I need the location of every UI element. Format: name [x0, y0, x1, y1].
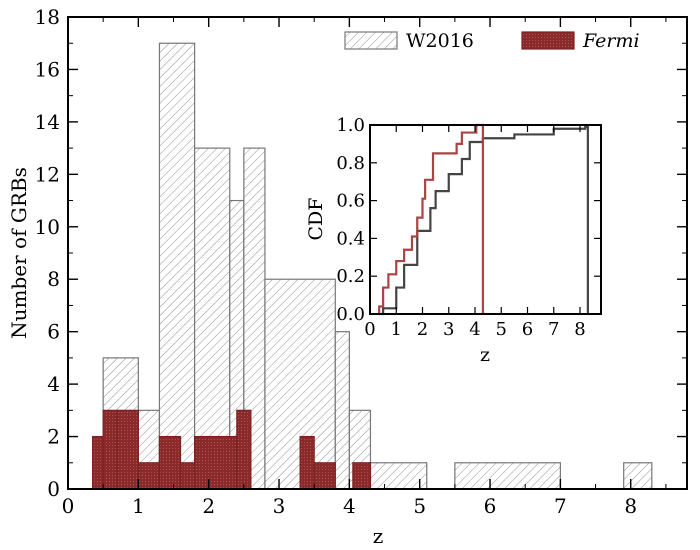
x-tick-label: 1 — [132, 494, 145, 518]
x-tick-label: 3 — [273, 494, 286, 518]
inset-x-tick-label: 5 — [496, 319, 507, 340]
inset-x-axis-label: z — [480, 344, 490, 366]
fermi-bar-3 — [137, 462, 161, 490]
legend: W2016 Fermi — [344, 30, 640, 52]
y-tick-label: 8 — [47, 267, 60, 291]
inset-y-tick-label: 0.2 — [336, 266, 365, 287]
inset-x-tick-label: 7 — [548, 319, 559, 340]
w2016-bar-11 — [623, 462, 653, 490]
w2016-bar-2 — [158, 42, 196, 490]
x-tick-label: 7 — [554, 494, 567, 518]
legend-swatch-fermi — [521, 31, 575, 50]
x-tick-label: 4 — [343, 494, 356, 518]
y-tick-label: 18 — [35, 5, 60, 29]
y-tick-label: 16 — [35, 57, 60, 81]
x-tick-label: 0 — [62, 494, 75, 518]
inset-y-tick-label: 0.4 — [336, 228, 365, 249]
y-tick-label: 0 — [47, 477, 60, 501]
inset-x-tick-label: 3 — [443, 319, 454, 340]
w2016-bar-3 — [194, 147, 231, 490]
fermi-bar-8 — [299, 435, 315, 490]
y-tick-label: 6 — [47, 320, 60, 344]
y-tick-label: 2 — [47, 425, 60, 449]
inset-y-axis-label: CDF — [305, 198, 327, 241]
inset-x-tick-label: 1 — [391, 319, 402, 340]
w2016-bar-7 — [334, 331, 350, 490]
legend-label-w2016: W2016 — [406, 30, 474, 52]
w2016-bar-9 — [369, 462, 428, 490]
inset-x-tick-label: 8 — [574, 319, 585, 340]
fermi-bar-9 — [313, 462, 336, 490]
w2016-cdf-line — [379, 125, 589, 316]
fermi-bar-4 — [158, 435, 182, 490]
x-tick-label: 5 — [413, 494, 426, 518]
inset-y-tick-label: 1.0 — [336, 115, 365, 136]
inset-x-tick-label: 0 — [364, 319, 375, 340]
inset-x-tick-label: 2 — [417, 319, 428, 340]
main-y-axis-label: Number of GRBs — [7, 167, 31, 339]
inset-y-tick-label: 0.6 — [336, 191, 365, 212]
inset-y-tick-label: 0.8 — [336, 153, 365, 174]
inset-cdf-plot — [378, 123, 589, 316]
legend-label-fermi: Fermi — [582, 30, 640, 52]
fermi-bar-1 — [102, 409, 118, 490]
inset-y-tick-label: 0.0 — [336, 304, 365, 325]
legend-swatch-w2016 — [344, 31, 398, 50]
inset-x-tick-label: 4 — [469, 319, 480, 340]
x-tick-label: 8 — [624, 494, 637, 518]
y-tick-label: 14 — [35, 110, 60, 134]
fermi-bar-0 — [92, 435, 104, 490]
main-x-axis-label: z — [373, 524, 384, 548]
w2016-bar-10 — [454, 462, 561, 490]
inset-x-tick-label: 6 — [522, 319, 533, 340]
y-tick-label: 10 — [35, 215, 60, 239]
inset-background — [370, 125, 601, 314]
x-tick-label: 2 — [202, 494, 215, 518]
fermi-cdf-line — [378, 123, 484, 314]
inset-y-axis: 0.0 0.2 0.4 0.6 0.8 1.0 — [336, 115, 601, 325]
x-tick-label: 6 — [484, 494, 497, 518]
inset-plot-frame — [369, 124, 602, 315]
fermi-bar-7 — [236, 409, 252, 490]
fermi-bar-10 — [352, 462, 372, 490]
y-tick-label: 12 — [35, 162, 60, 186]
fermi-bar-2 — [116, 409, 139, 490]
w2016-histogram — [102, 42, 653, 490]
fermi-bar-6 — [194, 435, 238, 490]
y-tick-label: 4 — [47, 372, 60, 396]
fermi-histogram — [92, 409, 372, 490]
fermi-bar-5 — [179, 462, 196, 490]
